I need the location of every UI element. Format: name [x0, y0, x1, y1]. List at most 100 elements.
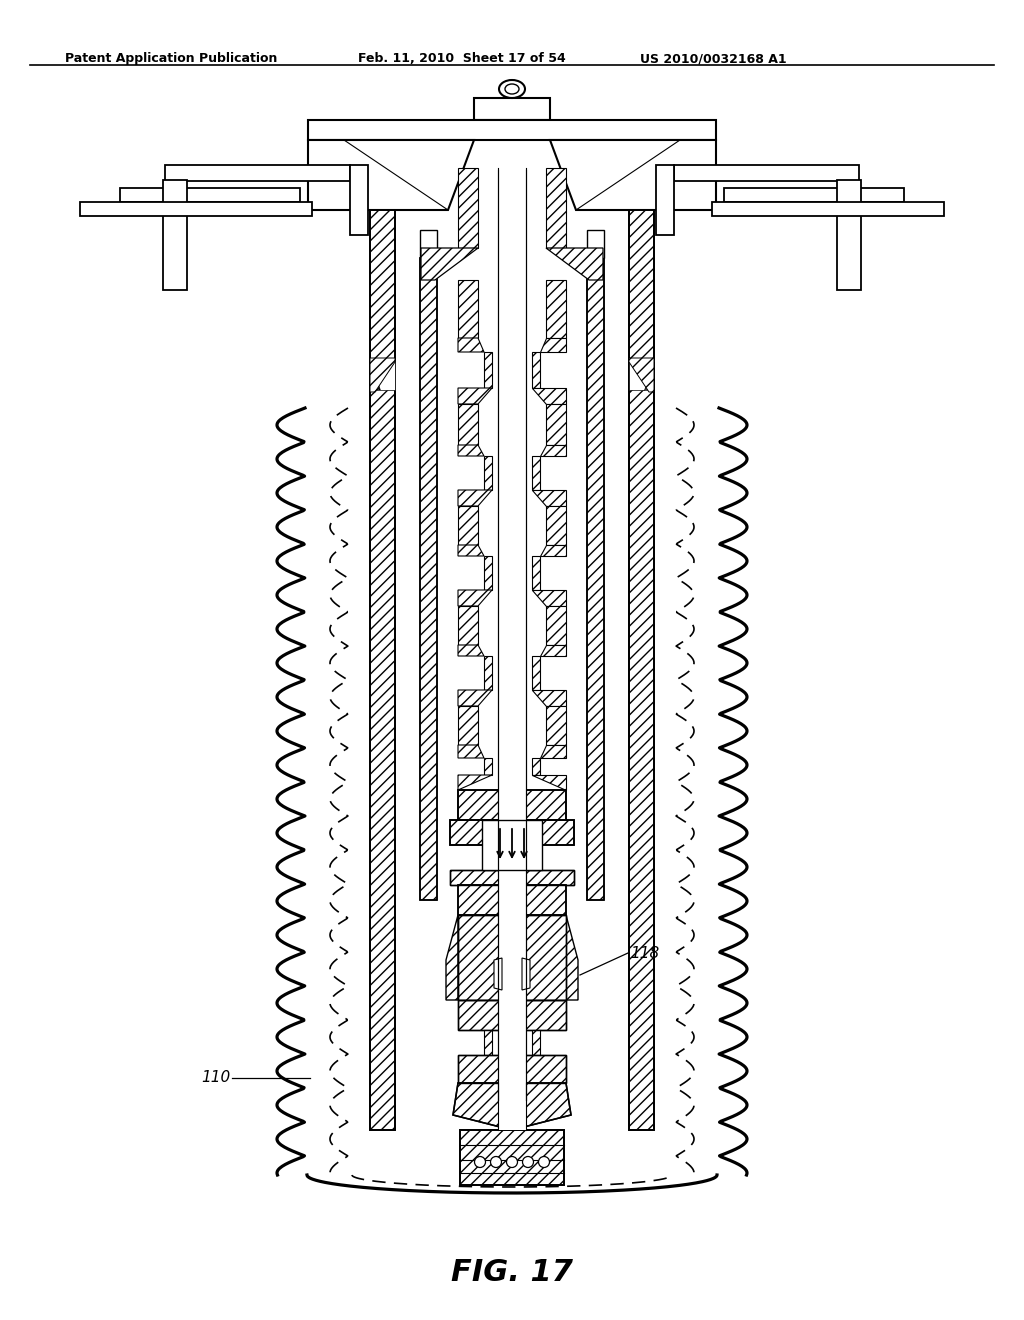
Polygon shape [370, 360, 395, 389]
Polygon shape [458, 590, 492, 606]
Polygon shape [532, 590, 566, 606]
Bar [458, 1001, 566, 1030]
Polygon shape [458, 490, 492, 506]
Polygon shape [484, 556, 492, 590]
Bar [165, 165, 350, 181]
Polygon shape [458, 690, 492, 706]
Bar [458, 884, 566, 915]
Polygon shape [308, 140, 474, 210]
Polygon shape [458, 706, 478, 744]
Bar [450, 820, 574, 845]
Bar [350, 165, 368, 235]
Polygon shape [546, 168, 566, 248]
Bar [450, 820, 574, 845]
Bar [163, 180, 187, 290]
Polygon shape [370, 358, 395, 392]
Polygon shape [546, 248, 603, 280]
Polygon shape [458, 388, 492, 404]
Text: Feb. 11, 2010  Sheet 17 of 54: Feb. 11, 2010 Sheet 17 of 54 [358, 51, 565, 65]
Polygon shape [546, 706, 566, 744]
Polygon shape [458, 445, 484, 455]
Polygon shape [458, 606, 478, 645]
Polygon shape [546, 404, 566, 445]
Polygon shape [546, 606, 566, 645]
Polygon shape [550, 140, 716, 210]
Polygon shape [532, 490, 566, 506]
Polygon shape [540, 645, 566, 656]
Text: US 2010/0032168 A1: US 2010/0032168 A1 [640, 51, 786, 65]
Polygon shape [484, 455, 492, 490]
Polygon shape [532, 758, 540, 775]
Bar [370, 210, 395, 1130]
Polygon shape [532, 690, 566, 706]
Polygon shape [458, 280, 478, 338]
Bar [308, 120, 716, 140]
Circle shape [490, 1156, 502, 1167]
Ellipse shape [505, 84, 519, 94]
Polygon shape [644, 360, 654, 389]
Bar [458, 1001, 566, 1030]
Polygon shape [587, 230, 604, 257]
Bar [460, 1130, 564, 1185]
Polygon shape [420, 230, 437, 257]
Bar [712, 202, 944, 216]
Bar [629, 210, 654, 1130]
Text: 118: 118 [630, 945, 659, 961]
Bar [482, 820, 542, 870]
Bar [458, 789, 566, 820]
Text: 110: 110 [201, 1071, 230, 1085]
Polygon shape [458, 545, 484, 556]
Polygon shape [446, 915, 458, 1001]
Polygon shape [540, 338, 566, 352]
Bar [458, 789, 566, 820]
Polygon shape [458, 506, 478, 545]
Bar [656, 165, 674, 235]
Polygon shape [540, 545, 566, 556]
Bar [458, 1055, 566, 1082]
Bar [629, 210, 654, 1130]
Circle shape [507, 1156, 517, 1167]
Bar [837, 180, 861, 290]
Polygon shape [629, 360, 654, 389]
Ellipse shape [499, 81, 525, 98]
Polygon shape [532, 775, 566, 789]
Bar [498, 1082, 526, 1130]
Polygon shape [370, 360, 380, 389]
Polygon shape [458, 744, 484, 758]
Polygon shape [532, 656, 540, 690]
Polygon shape [458, 338, 484, 352]
Bar [724, 187, 904, 202]
Polygon shape [522, 958, 530, 990]
Text: Patent Application Publication: Patent Application Publication [65, 51, 278, 65]
Polygon shape [532, 455, 540, 490]
Circle shape [522, 1156, 534, 1167]
Polygon shape [458, 404, 478, 445]
Bar [420, 257, 437, 900]
Polygon shape [532, 1030, 540, 1055]
Polygon shape [546, 506, 566, 545]
Polygon shape [484, 352, 492, 388]
Circle shape [474, 1156, 485, 1167]
Polygon shape [532, 556, 540, 590]
Polygon shape [546, 280, 566, 338]
Bar [587, 257, 604, 900]
Polygon shape [453, 1082, 571, 1130]
Bar [450, 870, 574, 884]
Polygon shape [484, 758, 492, 775]
Polygon shape [484, 656, 492, 690]
Bar [498, 170, 526, 1100]
Circle shape [539, 1156, 550, 1167]
Polygon shape [566, 915, 578, 1001]
Polygon shape [482, 870, 506, 931]
Polygon shape [518, 870, 542, 931]
Text: FIG. 17: FIG. 17 [451, 1258, 573, 1287]
Polygon shape [532, 388, 566, 404]
Bar [458, 915, 566, 1001]
Bar [474, 98, 550, 120]
Bar [420, 257, 437, 900]
Bar [458, 884, 566, 915]
Bar [458, 1055, 566, 1082]
Polygon shape [458, 775, 492, 789]
Bar [674, 165, 859, 181]
Polygon shape [458, 645, 484, 656]
